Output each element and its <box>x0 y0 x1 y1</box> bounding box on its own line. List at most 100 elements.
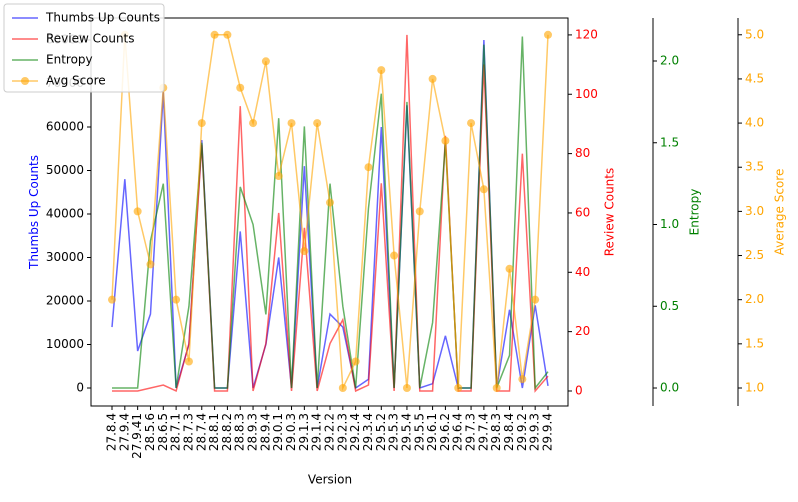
data-point <box>505 264 514 273</box>
data-point <box>415 207 424 216</box>
legend-label: Entropy <box>46 53 93 67</box>
data-point <box>300 247 309 256</box>
data-point <box>454 383 463 392</box>
data-point <box>428 74 437 83</box>
data-point <box>326 198 334 207</box>
y-tick-label: 50000 <box>46 163 84 177</box>
y-tick-label: 10000 <box>46 337 84 351</box>
y-tick-label: 120 <box>575 27 598 41</box>
x-tick-label: 28.7.3 <box>181 413 195 451</box>
x-tick-label: 28.7.4 <box>194 413 208 451</box>
x-tick-label: 28.6.5 <box>156 413 170 451</box>
x-tick-label: 29.7.4 <box>476 413 490 451</box>
x-tick-label: 29.5.3 <box>387 413 401 451</box>
data-point <box>364 163 373 172</box>
data-point <box>377 66 386 75</box>
x-tick-label: 28.7.1 <box>169 413 183 451</box>
x-tick-label: 29.3.4 <box>361 413 375 451</box>
data-point <box>223 30 232 39</box>
y-axis-label: Review Counts <box>602 168 616 257</box>
y-tick-label: 2.0 <box>745 292 764 306</box>
y-tick-label: 30000 <box>46 250 84 264</box>
x-axis-label: Version <box>308 473 352 487</box>
x-tick-label: 29.9.2 <box>515 413 529 451</box>
x-tick-label: 29.5.4 <box>399 413 413 451</box>
legend-box <box>3 3 165 93</box>
data-point <box>338 383 347 392</box>
data-point <box>441 136 450 145</box>
series-line <box>112 36 549 391</box>
y-tick-label: 1.5 <box>660 135 679 149</box>
data-point <box>518 375 527 384</box>
y-tick-label: 60000 <box>46 119 84 133</box>
data-point <box>479 185 488 194</box>
data-point <box>108 295 116 304</box>
y-tick-label: 20000 <box>46 293 84 307</box>
x-tick-label: 29.0.1 <box>271 413 285 451</box>
x-tick-label: 29.0.3 <box>284 413 298 451</box>
x-tick-label: 29.8.4 <box>502 413 516 451</box>
y-tick-label: 1.5 <box>745 336 764 350</box>
y-axis-label: Thumbs Up Counts <box>27 155 41 270</box>
x-tick-label: 27.9.41 <box>130 413 144 459</box>
data-point <box>236 83 245 92</box>
x-tick-label: 29.2.3 <box>335 413 349 451</box>
y-tick-label: 60 <box>575 205 590 219</box>
y-tick-label: 0 <box>575 383 583 397</box>
x-tick-label: 28.9.3 <box>246 413 260 451</box>
data-point <box>531 295 540 304</box>
data-point <box>467 119 476 128</box>
data-point <box>313 119 322 128</box>
x-tick-label: 29.6.1 <box>425 413 439 451</box>
x-tick-label: 29.7.3 <box>464 413 478 451</box>
data-point <box>287 119 296 128</box>
x-tick-label: 29.5.2 <box>374 413 388 451</box>
data-point <box>197 119 206 128</box>
x-tick-label: 28.5.6 <box>143 413 157 451</box>
data-point <box>402 383 411 392</box>
y-tick-label: 0.5 <box>660 299 679 313</box>
y-tick-label: 0 <box>76 380 84 394</box>
y-tick-label: 1.0 <box>660 217 679 231</box>
y-tick-label: 2.0 <box>660 54 679 68</box>
legend: Thumbs Up Counts Review Counts Entropy Avg … <box>3 3 165 93</box>
x-tick-label: 29.5.5 <box>412 413 426 451</box>
data-point <box>210 30 219 39</box>
x-tick-label: 29.2.2 <box>323 413 337 451</box>
data-point <box>249 119 258 128</box>
y-tick-label: 40000 <box>46 206 84 220</box>
data-point <box>274 172 283 181</box>
y-tick-label: 0.0 <box>660 381 679 395</box>
x-tick-label: 28.8.2 <box>220 413 234 451</box>
x-tick-label: 29.8.3 <box>489 413 503 451</box>
data-point <box>261 57 270 66</box>
y-tick-label: 5.0 <box>745 27 764 41</box>
x-tick-label: 29.9.3 <box>528 413 542 451</box>
legend-marker <box>21 77 29 85</box>
data-point <box>133 207 142 216</box>
x-tick-label: 28.9.4 <box>258 413 272 451</box>
y-tick-label: 3.5 <box>745 160 764 174</box>
x-tick-label: 29.6.2 <box>438 413 452 451</box>
y-tick-label: 3.0 <box>745 204 764 218</box>
y-tick-label: 40 <box>575 265 590 279</box>
y-axis-label: Entropy <box>687 189 701 236</box>
data-point <box>172 295 181 304</box>
legend-label: Review Counts <box>46 32 135 46</box>
y-tick-label: 1.0 <box>745 380 764 394</box>
y-tick-label: 80 <box>575 146 590 160</box>
x-tick-label: 29.2.4 <box>348 413 362 451</box>
y-tick-label: 100 <box>575 87 598 101</box>
x-tick-label: 28.8.3 <box>233 413 247 451</box>
data-point <box>146 260 155 269</box>
x-tick-label: 27.8.4 <box>105 413 119 451</box>
x-tick-label: 29.1.3 <box>297 413 311 451</box>
y-tick-label: 20 <box>575 324 590 338</box>
x-tick-label: 29.6.4 <box>451 413 465 451</box>
data-point <box>492 383 501 392</box>
x-tick-label: 29.9.4 <box>541 413 555 451</box>
y-axis-label: Average Score <box>772 169 786 256</box>
legend-label: Avg Score <box>46 74 106 88</box>
data-point <box>351 357 360 366</box>
